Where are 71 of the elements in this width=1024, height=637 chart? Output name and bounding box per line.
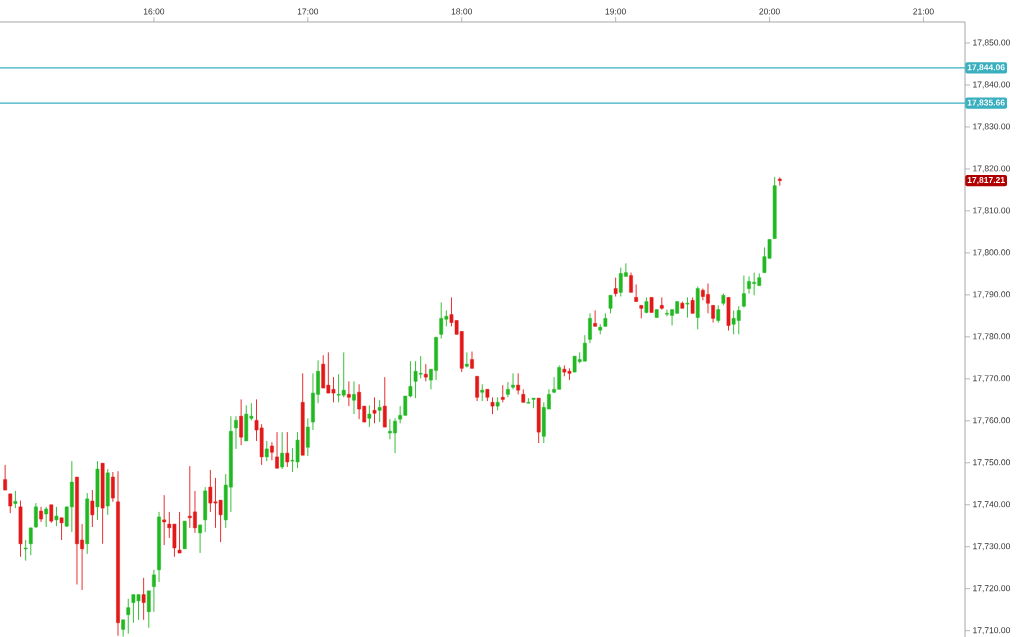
- ref-line-label: 17,844.06: [967, 64, 1005, 72]
- candlestick: [162, 494, 167, 546]
- x-tick-label: 20:00: [759, 8, 780, 15]
- candlestick: [382, 376, 387, 428]
- y-tick-label: 17,850.00: [973, 39, 1011, 47]
- y-tick-label: 17,730.00: [973, 543, 1011, 551]
- candlestick: [347, 380, 351, 407]
- y-tick-label: 17,840.00: [973, 81, 1011, 89]
- candlestick: [49, 504, 54, 524]
- candlestick: [275, 431, 279, 469]
- y-tick-label: 17,830.00: [973, 123, 1011, 131]
- candlestick: [111, 471, 115, 503]
- y-tick-label: 17,740.00: [973, 501, 1011, 509]
- candlestick: [177, 511, 182, 554]
- y-tick-label: 17,760.00: [973, 417, 1011, 425]
- candlestick: [146, 590, 151, 629]
- candlestick: [588, 312, 592, 344]
- y-tick-label: 17,800.00: [973, 249, 1011, 257]
- y-tick-label: 17,820.00: [973, 165, 1011, 173]
- x-tick-label: 19:00: [605, 8, 626, 15]
- candlestick: [352, 380, 356, 415]
- candlestick: [239, 398, 243, 446]
- candlestick: [372, 396, 377, 424]
- x-tick-label: 16:00: [143, 8, 165, 15]
- candlestick: [3, 464, 7, 491]
- candlestick: [141, 577, 146, 621]
- candlestick: [264, 440, 269, 462]
- candlestick: [470, 351, 474, 369]
- candlestick: [90, 489, 95, 528]
- candlestick: [198, 524, 202, 554]
- candlestick: [285, 431, 290, 468]
- x-tick-label: 17:00: [297, 8, 319, 15]
- candlestick: [629, 272, 633, 293]
- candlestick: [152, 569, 156, 613]
- candlestick: [367, 404, 372, 428]
- candlestick: [511, 372, 515, 390]
- y-tick-label: 17,790.00: [973, 291, 1011, 299]
- candlestick: [480, 383, 485, 402]
- ref-line-label: 17,835.66: [967, 99, 1005, 107]
- candlestick: [475, 375, 479, 402]
- candlestick: [593, 309, 597, 327]
- y-tick-label: 17,810.00: [973, 207, 1011, 215]
- candlestick: [270, 441, 274, 461]
- y-tick-label: 17,720.00: [973, 585, 1011, 593]
- candlestick: [59, 517, 64, 541]
- candlestick: [305, 417, 310, 457]
- candlestick: [126, 598, 131, 635]
- candlestick: [506, 381, 510, 398]
- candlestick: [54, 506, 59, 527]
- candlestick: [44, 506, 49, 528]
- y-tick-label: 17,710.00: [973, 627, 1011, 635]
- y-tick-label: 17,750.00: [973, 459, 1011, 467]
- candlestick: [234, 415, 238, 450]
- x-tick-label: 21:00: [913, 8, 934, 15]
- x-tick-label: 18:00: [451, 8, 473, 15]
- candlestick: [500, 384, 505, 403]
- text: 17,817.21: [967, 177, 1005, 185]
- candlestick: [121, 619, 125, 637]
- candlestick: [516, 372, 521, 395]
- candlestick: [613, 277, 618, 297]
- candlestick: [8, 493, 13, 514]
- candlestick: [742, 275, 746, 308]
- candlestick: [13, 490, 18, 509]
- candlestick: [377, 399, 382, 423]
- candlestick: [608, 294, 613, 314]
- candlestick: [464, 351, 469, 368]
- candlestick: [280, 431, 285, 470]
- candlestick: [23, 539, 28, 562]
- candlestick: [685, 296, 690, 318]
- y-tick-label: 17,770.00: [973, 375, 1011, 383]
- y-tick-label: 17,780.00: [973, 333, 1011, 341]
